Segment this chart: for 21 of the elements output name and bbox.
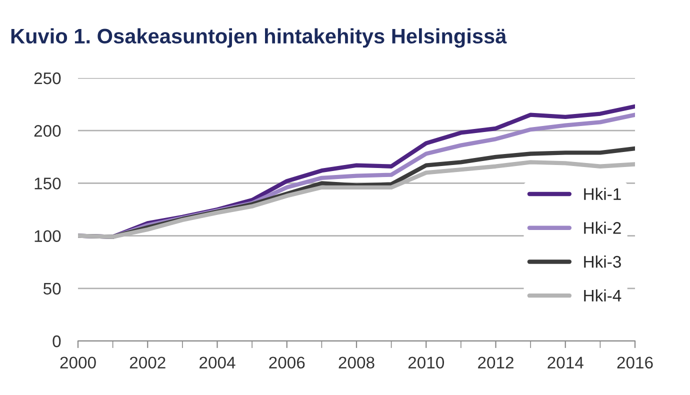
- y-tick-label: 250: [34, 72, 61, 84]
- y-tick-label: 0: [52, 335, 61, 348]
- x-tick-label: 2012: [478, 356, 514, 369]
- x-tick-label: 2000: [60, 356, 96, 369]
- chart-title: Kuvio 1. Osakeasuntojen hintakehitys Helsingissä: [11, 28, 507, 48]
- x-tick-label: 2002: [130, 356, 166, 369]
- x-tick-label: 2016: [617, 356, 653, 369]
- legend-label: Hki-3: [584, 255, 621, 268]
- x-tick-label: 2014: [548, 356, 584, 369]
- x-tick-label: 2008: [338, 356, 374, 369]
- x-tick-label: 2010: [408, 356, 444, 369]
- legend-label: Hki-1: [584, 188, 621, 200]
- line-series: [78, 160, 635, 239]
- x-tick-label: 2006: [269, 356, 305, 369]
- y-tick-label: 150: [34, 178, 61, 190]
- legend-label: Hki-4: [584, 289, 622, 302]
- legend-label: Hki-2: [584, 222, 621, 234]
- x-tick-label: 2004: [200, 356, 236, 369]
- y-tick-label: 200: [34, 125, 61, 137]
- y-tick-label: 100: [34, 230, 61, 242]
- y-tick-label: 50: [43, 282, 61, 295]
